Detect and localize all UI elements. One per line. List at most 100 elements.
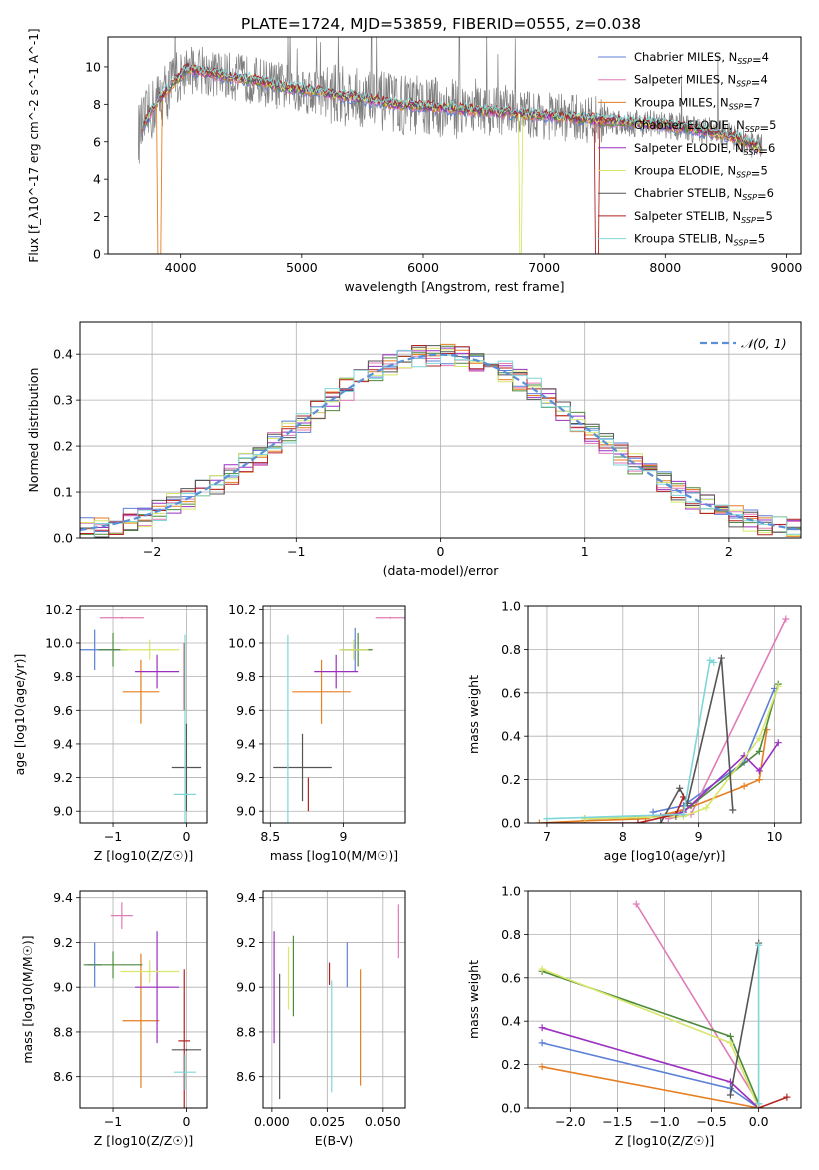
- legend-model-name: Kroupa ELODIE: [634, 164, 720, 178]
- mass_vs_ebv-frame: [262, 890, 406, 1109]
- weight-series-chabrier-stelib: [657, 654, 737, 823]
- weight-point-marker: [538, 1063, 546, 1071]
- mass_vs_Z-xtick-label: −1: [104, 1114, 122, 1129]
- legend-nssp-value: 7: [753, 95, 760, 109]
- mass_vs_ebv-ytick-label: 8.6: [236, 1069, 256, 1084]
- mass_vs_ebv-ytick-label: 9.0: [236, 980, 256, 995]
- spectrum-ytick-label: 4: [93, 172, 101, 187]
- legend-entry: Salpeter STELIB, NSSP=5: [634, 209, 773, 226]
- legend-nssp-subscript: SSP: [734, 239, 749, 248]
- weight-point-marker: [679, 810, 687, 818]
- legend-nssp-subscript: SSP: [736, 80, 751, 89]
- mass_vs_Z-frame: [79, 890, 208, 1109]
- weight-line: [547, 796, 685, 823]
- errorbar-kroupa-stelib: [173, 634, 196, 823]
- age_vs_mass-ytick-label: 10.2: [228, 602, 256, 617]
- legend-model-name: Kroupa STELIB: [634, 232, 718, 246]
- weight-series-salpeter-elodie: [538, 1024, 763, 1108]
- mass_vs_Z-ytick-label: 8.8: [53, 1024, 73, 1039]
- weight-point-marker: [632, 900, 640, 908]
- residual_hist-ylabel: Normed distribution: [26, 368, 41, 493]
- mass_vs_Z-plot-bg: [80, 891, 207, 1108]
- legend-nssp-label: , N: [720, 164, 736, 178]
- age_vs_mass-plot-bg: [263, 606, 405, 823]
- legend-nssp-subscript: SSP: [745, 125, 760, 134]
- weight-point-marker: [755, 776, 763, 784]
- age_vs_mass-xlabel: mass [log10(M/M☉)]: [270, 848, 398, 863]
- age_vs_Z-grid: [80, 606, 207, 823]
- weight_vs_age-ylabel: mass weight: [466, 675, 481, 754]
- errorbar-kroupa-elodie: [120, 960, 180, 983]
- age_vs_Z-xlabel: Z [log10(Z/Z☉)]: [94, 848, 194, 863]
- age_vs_mass-ytick-label: 9.8: [236, 669, 256, 684]
- spectrum-ytick-label: 0: [93, 247, 101, 262]
- legend-model-name: Chabrier MILES: [634, 50, 721, 64]
- weight-series-kroupa-stelib: [543, 656, 718, 823]
- legend-nssp-subscript: SSP: [744, 148, 759, 157]
- weight-point-marker: [538, 1024, 546, 1032]
- weight_vs_Z-xtick-label: 0.0: [749, 1114, 769, 1129]
- legend-nssp-value: 5: [765, 209, 772, 223]
- weight-point-marker: [755, 767, 763, 775]
- weight_vs_Z-xtick-label: −0.5: [696, 1114, 726, 1129]
- residual_hist-xtick-label: 2: [725, 544, 733, 559]
- age_vs_Z-ytick-label: 9.6: [53, 703, 73, 718]
- weight-point-marker: [774, 682, 782, 690]
- weight-series-kroupa-stelib: [755, 941, 763, 1108]
- weight-point-marker: [755, 747, 763, 755]
- spectrum-xtick-label: 7000: [528, 260, 560, 275]
- weight-point-marker: [676, 784, 684, 792]
- spectrum-xtick-label: 4000: [165, 260, 197, 275]
- legend-model-name: Salpeter ELODIE: [634, 141, 728, 155]
- age_vs_Z-ytick-label: 9.4: [53, 736, 73, 751]
- legend-nssp-label: , N: [718, 232, 734, 246]
- weight-point-marker: [706, 656, 714, 664]
- legend-nssp-label: , N: [720, 73, 736, 87]
- weight-point-marker: [729, 806, 737, 814]
- weight-line: [546, 659, 715, 820]
- weight_vs_age-frame: [527, 605, 802, 824]
- legend-nssp-value: 4: [762, 50, 769, 64]
- errorbar-salpeter-elodie: [135, 931, 180, 1044]
- age_vs_Z-ytick-label: 10.2: [45, 602, 73, 617]
- weight_vs_Z-ytick-label: 0.8: [501, 927, 521, 942]
- mass_vs_ebv-xtick-label: 0.025: [309, 1114, 345, 1129]
- age_vs_mass-grid: [263, 606, 405, 823]
- legend-nssp-subscript: SSP: [737, 57, 752, 66]
- legend-entry: Kroupa STELIB, NSSP=5: [634, 232, 765, 249]
- errorbar-kroupa-miles: [292, 659, 351, 724]
- age_vs_Z-frame: [79, 605, 208, 824]
- weight-point-marker: [783, 1093, 791, 1101]
- weight_vs_age-ytick-label: 0.4: [501, 729, 521, 744]
- mass_vs_Z-ytick-label: 9.4: [53, 890, 73, 905]
- legend-model-name: Salpeter MILES: [634, 73, 720, 87]
- age_vs_Z-ytick-label: 9.0: [53, 804, 73, 819]
- weight_vs_Z-ytick-label: 0.2: [501, 1057, 521, 1072]
- mass_vs_Z-ytick-label: 8.6: [53, 1069, 73, 1084]
- age_vs_mass-xtick-label: 9: [340, 829, 348, 844]
- spectrum-xtick-label: 9000: [771, 260, 803, 275]
- weight-point-marker: [702, 804, 710, 812]
- legend-entry: Salpeter MILES, NSSP=4: [634, 73, 768, 90]
- age_vs_Z-plot-bg: [80, 606, 207, 823]
- errorbar-salpeter-miles: [99, 616, 144, 619]
- weight-line: [541, 1066, 759, 1108]
- mass_vs_Z-xtick-label: 0: [182, 1114, 190, 1129]
- weight-point-marker: [543, 815, 551, 823]
- errorbar-kroupa-stelib: [173, 1054, 196, 1091]
- errorbar-chabrier-stelib: [171, 723, 202, 812]
- mass_vs_Z-ytick-label: 9.2: [53, 935, 73, 950]
- age_vs_mass-ytick-label: 9.4: [236, 736, 256, 751]
- mass_vs_ebv-axes: 0.000 0.025 0.050 8.6 8.8 9.0 9.2 9.4 E(B-V): [236, 890, 405, 1148]
- mass_vs_ebv-xtick-label: 0.000: [254, 1114, 290, 1129]
- age_vs_Z-xtick-label: 0: [182, 829, 190, 844]
- errorbar-kroupa-elodie: [339, 639, 369, 660]
- weight_vs_Z-xlabel: Z [log10(Z/Z☉)]: [615, 1133, 715, 1148]
- spectrum-ytick-label: 6: [93, 134, 101, 149]
- weight_vs_Z-ytick-label: 1.0: [501, 884, 521, 899]
- age_vs_mass-ytick-label: 9.6: [236, 703, 256, 718]
- weight_vs_age-xlabel: age [log10(age/yr)]: [604, 848, 726, 863]
- weight-line: [758, 1096, 788, 1108]
- spectrum-xtick-label: 5000: [286, 260, 318, 275]
